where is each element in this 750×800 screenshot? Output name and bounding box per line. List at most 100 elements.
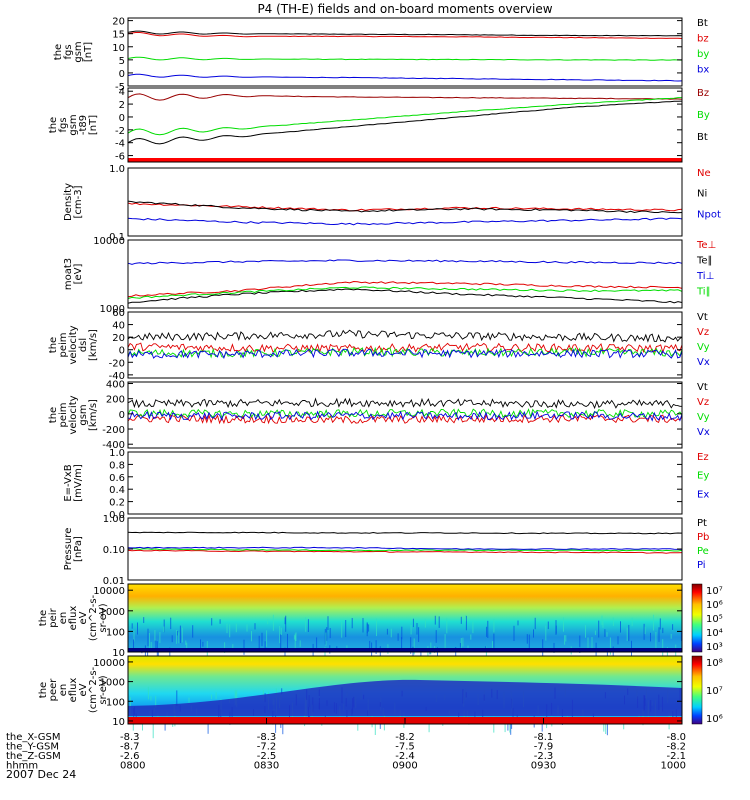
- legend-entry: Bz: [697, 88, 709, 99]
- series-line-Bt: [127, 100, 683, 145]
- spectrogram-texture: [555, 625, 557, 634]
- y-axis-label: Density: [63, 183, 74, 221]
- series-line-bz: [127, 32, 683, 39]
- y-tick-label: 200: [106, 395, 125, 406]
- spectrogram-texture: [284, 617, 286, 625]
- spectrogram-texture: [185, 640, 187, 645]
- spectrogram-texture: [604, 629, 606, 637]
- y-tick-label: -4: [115, 139, 125, 150]
- y-axis-label: the: [38, 610, 49, 626]
- spectrogram-texture: [219, 619, 221, 624]
- colorbar-tick-label: 10⁸: [706, 658, 723, 669]
- spectrogram-texture: [410, 624, 412, 635]
- y-tick-label: 1.0: [109, 448, 125, 459]
- colorbar-tick-label: 10⁷: [706, 686, 723, 697]
- legend-entry: Ex: [697, 489, 709, 500]
- spectrogram-texture: [427, 646, 429, 661]
- spectrogram-texture: [672, 624, 674, 630]
- spectrogram-texture: [638, 714, 640, 719]
- ephemeris-value: -8.2: [395, 732, 415, 743]
- series-line-Vx: [127, 410, 683, 422]
- spectrogram-texture: [591, 637, 593, 651]
- y-axis-label: en: [58, 684, 69, 697]
- y-axis-label: eV: [78, 683, 89, 696]
- y-tick-label: 0.6: [109, 473, 125, 484]
- spectrogram-texture: [670, 633, 672, 639]
- spectrogram-texture: [606, 718, 608, 736]
- spectrogram-texture: [176, 631, 178, 636]
- ephemeris-value: 0830: [254, 761, 279, 772]
- spectrogram-texture: [401, 626, 403, 640]
- y-axis-label: the: [48, 337, 59, 353]
- spectrogram-texture: [159, 632, 161, 644]
- spectrogram-texture: [631, 617, 633, 627]
- ephemeris-label: the_Y-GSM: [6, 742, 59, 753]
- spectrogram-texture: [179, 625, 181, 643]
- series-line-Vy: [127, 408, 683, 419]
- spectrogram-texture: [346, 710, 348, 723]
- spectrogram-8: [128, 584, 682, 652]
- legend-entry: Vz: [697, 397, 709, 408]
- colorbar-tick-label: 10⁷: [706, 586, 723, 597]
- series-line-Vz: [127, 413, 683, 425]
- legend-entry: Ni: [697, 189, 707, 200]
- legend-entry: Pe: [697, 546, 709, 557]
- series-line-Vt: [127, 329, 683, 343]
- ephemeris-value: -2.3: [534, 751, 554, 762]
- spectrogram-texture: [563, 617, 564, 632]
- y-tick-label: 0: [119, 410, 125, 421]
- panel-5: Vt Vz Vy Vx 400 200 0 -200 -400 the peim velocity gs…: [48, 380, 710, 452]
- spectrogram-texture: [662, 639, 664, 656]
- ephemeris-label: the_Z-GSM: [6, 751, 61, 762]
- series-line-Bt: [127, 30, 683, 37]
- spectrogram-texture: [192, 625, 194, 638]
- spectrogram-texture: [612, 646, 614, 661]
- plot-frame: [127, 17, 683, 87]
- spectrogram-texture: [280, 634, 282, 652]
- legend-entry: Te⊥: [696, 240, 716, 251]
- spectrogram-texture: [152, 720, 154, 739]
- spectrogram-texture: [235, 691, 237, 705]
- spectrogram-texture: [234, 690, 236, 706]
- plot-frame: [127, 583, 683, 653]
- spectrogram-texture: [366, 623, 368, 634]
- spectrogram-texture: [131, 623, 133, 629]
- colorbar-tick-label: 10⁶: [706, 600, 723, 611]
- panel-9: 10⁸ 10⁷ 10⁶ 10000 1000 100 10 the peer en eflux eV(…: [38, 655, 723, 739]
- plot-frame: [127, 239, 683, 309]
- y-tick-label: 0.0: [109, 510, 125, 521]
- spectrogram-texture: [438, 616, 440, 628]
- spectrogram-texture: [155, 640, 157, 653]
- spectrogram-texture: [509, 717, 511, 733]
- y-tick-label: -40: [109, 371, 125, 382]
- spectrogram-texture: [279, 625, 281, 644]
- ephemeris-value: 0800: [120, 761, 145, 772]
- spectrogram-texture: [493, 618, 495, 634]
- spectrogram-texture: [226, 623, 228, 634]
- y-axis-label: gsm: [68, 114, 79, 135]
- spectrogram-texture: [243, 639, 245, 655]
- spectrogram-texture: [148, 633, 150, 651]
- spectrogram-texture: [671, 714, 673, 719]
- series-line-Bz: [127, 93, 683, 101]
- legend-entry: Ti⊥: [696, 271, 714, 282]
- y-tick-label: 0.2: [109, 498, 125, 509]
- y-axis-label: [nT]: [88, 115, 99, 135]
- spectrogram-texture: [470, 634, 472, 640]
- spectrogram-texture: [211, 694, 213, 699]
- ephemeris-value: -2.1: [666, 751, 686, 762]
- ephemeris-value: 0900: [392, 761, 417, 772]
- spectrogram-texture: [284, 647, 286, 658]
- spectrogram-texture: [390, 628, 392, 638]
- y-axis-label: fgs: [63, 44, 74, 59]
- legend-entry: Pi: [697, 560, 706, 571]
- saturation-band: [128, 158, 682, 162]
- spectrogram-texture: [325, 632, 327, 646]
- y-tick-label: -5: [115, 82, 125, 93]
- spectrogram-texture: [493, 632, 495, 648]
- page-title: P4 (TH-E) fields and on-board moments ov…: [257, 2, 552, 16]
- legend-entry: Vt: [697, 312, 708, 323]
- legend-entry: bz: [697, 34, 709, 45]
- spectrogram-texture: [188, 697, 190, 703]
